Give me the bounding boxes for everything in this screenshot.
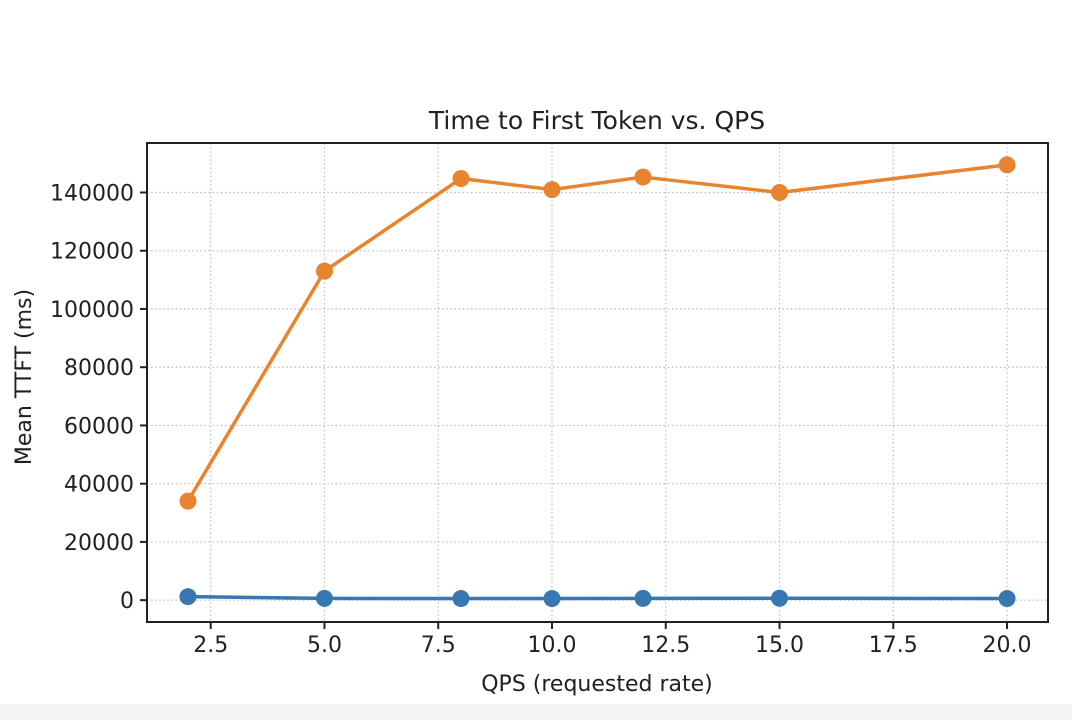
blue-series-low-ttft-marker: [543, 590, 561, 608]
x-tick-label: 2.5: [193, 633, 228, 658]
y-tick-label: 140000: [50, 182, 134, 207]
y-tick-label: 0: [120, 589, 134, 614]
y-tick-label: 100000: [50, 298, 134, 323]
x-tick-label: 12.5: [641, 633, 690, 658]
orange-series-high-ttft-marker: [315, 262, 333, 280]
y-axis-label: Mean TTFT (ms): [12, 289, 37, 465]
blue-series-low-ttft-marker: [634, 589, 652, 607]
orange-series-high-ttft-marker: [771, 184, 789, 202]
y-tick-label: 20000: [64, 531, 134, 556]
figure: 2.5 5.0 7.5 10.0 12.5 15.0 17.5 20.0 0 20000 40000…: [12, 106, 1049, 697]
blue-series-low-ttft-marker: [452, 590, 470, 608]
tick-layer: 2.5 5.0 7.5 10.0 12.5 15.0 17.5 20.0 0 20000 40000…: [50, 182, 1032, 658]
orange-series-high-ttft-marker: [543, 181, 561, 199]
y-tick-label: 40000: [64, 473, 134, 498]
orange-series-high-ttft-marker: [998, 156, 1016, 174]
ttft-vs-qps-line-chart: 2.5 5.0 7.5 10.0 12.5 15.0 17.5 20.0 0 20000 40000…: [12, 106, 1049, 697]
bottom-strip: [0, 704, 1072, 720]
blue-series-low-ttft-marker: [315, 589, 333, 607]
y-tick-label: 60000: [64, 414, 134, 439]
grid-layer: [147, 143, 1048, 622]
orange-series-high-ttft-marker: [452, 170, 470, 188]
y-tick-label: 80000: [64, 356, 134, 381]
x-tick-label: 20.0: [983, 633, 1032, 658]
x-axis-label: QPS (requested rate): [481, 672, 713, 697]
chart-title: Time to First Token vs. QPS: [428, 106, 765, 135]
series-layer: [179, 156, 1016, 608]
x-tick-label: 17.5: [869, 633, 918, 658]
y-tick-label: 120000: [50, 240, 134, 265]
blue-series-low-ttft-marker: [179, 588, 197, 606]
blue-series-low-ttft-line: [186, 594, 1009, 601]
orange-series-high-ttft-marker: [179, 492, 197, 510]
x-tick-label: 15.0: [755, 633, 804, 658]
x-tick-label: 7.5: [421, 633, 456, 658]
plot-border: [146, 142, 1049, 623]
orange-series-high-ttft-marker: [634, 168, 652, 186]
orange-series-high-ttft-line: [186, 163, 1009, 503]
x-tick-label: 10.0: [528, 633, 577, 658]
x-tick-label: 5.0: [307, 633, 342, 658]
blue-series-low-ttft-marker: [771, 589, 789, 607]
blue-series-low-ttft-marker: [998, 590, 1016, 608]
